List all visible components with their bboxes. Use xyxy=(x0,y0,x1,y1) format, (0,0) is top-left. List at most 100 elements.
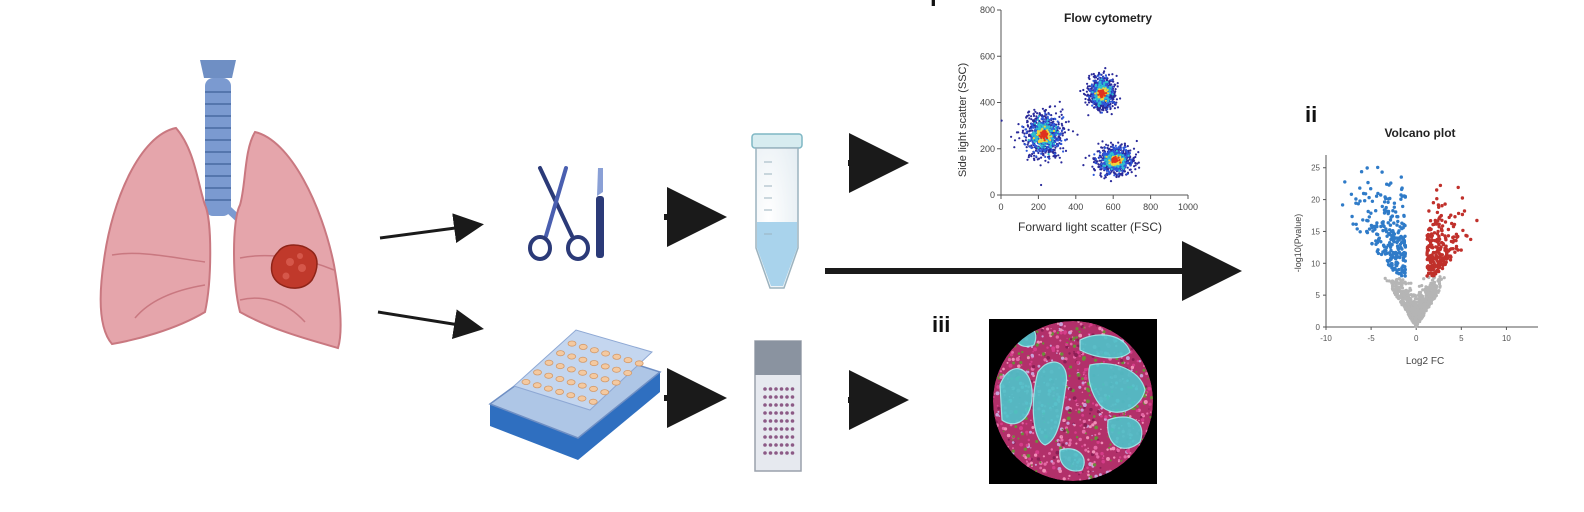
flow-event-point xyxy=(1032,137,1035,140)
flow-event-point xyxy=(1099,172,1102,175)
flow-event-point xyxy=(1058,115,1061,118)
volcano-point-down xyxy=(1365,230,1370,235)
flow-event-point xyxy=(1079,89,1082,93)
ihc-texture-dot xyxy=(1052,465,1056,470)
flow-event-point xyxy=(1032,112,1035,115)
volcano-point-down xyxy=(1400,221,1404,225)
volcano-point-ns xyxy=(1416,315,1420,319)
flow-event-point xyxy=(1057,143,1060,146)
volcano-point-down xyxy=(1373,224,1377,229)
flow-event-point xyxy=(1038,157,1041,160)
flow-event-point xyxy=(1013,146,1016,149)
tma-core-hole xyxy=(577,382,587,389)
flow-event-point xyxy=(1046,129,1049,132)
flow-event-point xyxy=(1027,110,1030,113)
flow-event-point xyxy=(1117,141,1120,144)
flow-event-point xyxy=(1094,161,1097,165)
volcano-point-ns xyxy=(1395,280,1399,284)
ihc-texture-dot xyxy=(1038,354,1040,356)
volcano-point-up xyxy=(1452,235,1456,239)
volcano-point-down xyxy=(1397,229,1401,233)
flow-event-point xyxy=(1102,76,1105,79)
flow-event-point xyxy=(1103,167,1106,170)
volcano-point-down xyxy=(1395,244,1400,248)
volcano-point-down xyxy=(1384,205,1388,210)
volcano-point-up xyxy=(1430,246,1435,250)
slide-core-dot xyxy=(768,427,773,431)
volcano-point-up xyxy=(1449,213,1453,217)
flow-event-point xyxy=(1134,168,1137,171)
volcano-y-tick-label: 15 xyxy=(1311,227,1320,236)
slide-core-dot xyxy=(785,387,789,391)
flow-event-point xyxy=(1030,137,1033,140)
flow-event-point xyxy=(1117,175,1120,178)
volcano-point-up xyxy=(1453,215,1457,219)
flow-event-point xyxy=(1041,144,1044,147)
slide-core-dot xyxy=(785,435,789,439)
flow-event-point xyxy=(1060,161,1063,164)
volcano-point-down xyxy=(1403,194,1408,199)
flow-event-point xyxy=(1094,83,1097,86)
volcano-point-up xyxy=(1456,211,1461,216)
volcano-point-down xyxy=(1396,247,1401,252)
volcano-point-up xyxy=(1443,236,1448,240)
ihc-texture-dot xyxy=(1029,430,1032,434)
flow-event-point xyxy=(1057,137,1060,140)
flow-event-point xyxy=(1104,89,1107,92)
flow-event-point xyxy=(1119,148,1122,151)
tma-core-hole xyxy=(578,356,588,363)
flow-event-point xyxy=(1100,162,1103,166)
flow-event-point xyxy=(1101,158,1104,161)
flow-event-point xyxy=(1044,123,1047,126)
slide-core-dot xyxy=(774,443,778,447)
tma-core-hole xyxy=(589,372,599,379)
flow-event-point xyxy=(1086,82,1089,85)
volcano-point-up xyxy=(1435,188,1439,192)
flow-event-point xyxy=(1086,103,1089,106)
slide-core-dot xyxy=(790,395,795,399)
flow-event-point xyxy=(1092,75,1095,78)
flow-event-point xyxy=(1054,146,1057,149)
flow-event-point xyxy=(1106,108,1109,111)
ihc-texture-dot xyxy=(1077,408,1081,411)
flow-event-point xyxy=(1050,135,1053,138)
volcano-point-up xyxy=(1437,222,1441,226)
arrow-lung-to-dissection xyxy=(379,213,484,244)
volcano-point-ns xyxy=(1408,311,1412,315)
flow-event-point xyxy=(1107,144,1110,147)
flow-event-point xyxy=(1050,117,1053,120)
tma-core-hole xyxy=(623,357,633,364)
flow-event-point xyxy=(1114,147,1117,150)
volcano-point-up xyxy=(1428,267,1432,272)
flow-event-point xyxy=(1111,100,1114,103)
flow-event-point xyxy=(1043,125,1046,128)
flow-event-point xyxy=(1082,164,1085,167)
volcano-point-up xyxy=(1444,260,1448,264)
flow-event-point xyxy=(1035,127,1038,130)
tma-core-hole xyxy=(567,340,577,347)
flow-event-point xyxy=(1087,95,1091,98)
flow-event-point xyxy=(1094,100,1097,103)
flow-event-point xyxy=(1104,173,1107,176)
flow-event-point xyxy=(1048,118,1051,121)
flow-event-point xyxy=(1098,83,1101,86)
volcano-point-up xyxy=(1434,270,1439,274)
tma-core-hole xyxy=(612,366,621,373)
flow-event-point xyxy=(1013,139,1017,142)
volcano-point-down xyxy=(1402,243,1407,247)
flow-event-point xyxy=(1100,111,1103,114)
volcano-point-up xyxy=(1436,229,1440,234)
volcano-point-down xyxy=(1359,170,1364,174)
tma-core-hole xyxy=(544,385,553,392)
slide-core-dot xyxy=(779,419,784,423)
volcano-point-down xyxy=(1383,195,1387,199)
flow-event-point xyxy=(1105,161,1108,164)
flow-event-point xyxy=(1130,158,1133,161)
flow-event-point xyxy=(1030,127,1033,130)
volcano-point-down xyxy=(1401,204,1405,209)
volcano-point-up xyxy=(1438,252,1443,257)
flow-event-point xyxy=(1043,115,1046,118)
volcano-point-ns xyxy=(1395,295,1399,299)
flow-event-point xyxy=(1048,135,1051,138)
